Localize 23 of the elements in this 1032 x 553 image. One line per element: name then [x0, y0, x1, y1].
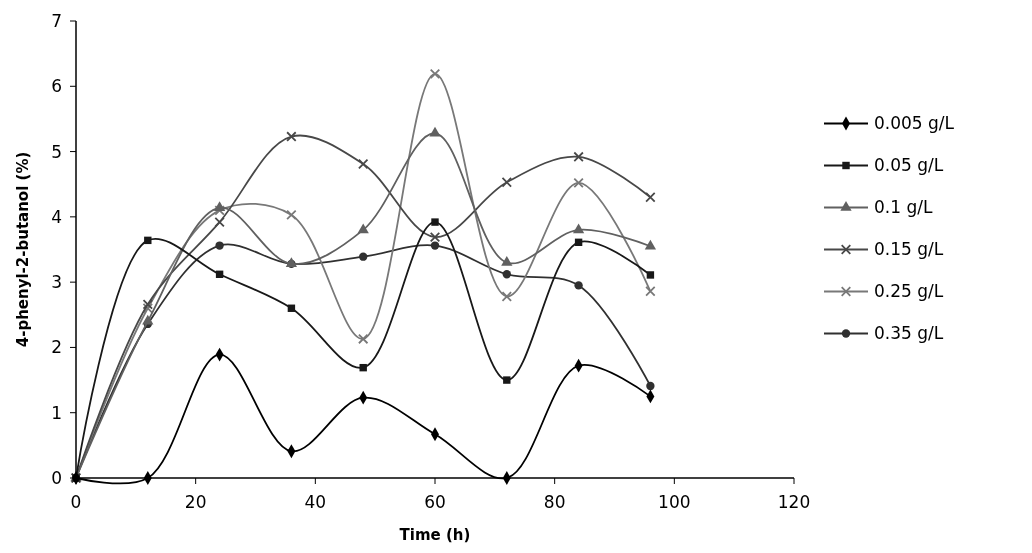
y-axis-title: 4-phenyl-2-butanol (%): [14, 151, 32, 348]
y-tick-label: 3: [51, 272, 62, 293]
x-tick-label: 40: [304, 492, 327, 512]
legend-label: 0.25 g/L: [874, 281, 944, 302]
legend-label: 0.15 g/L: [874, 239, 944, 260]
x-tick-label: 20: [184, 492, 207, 512]
x-axis-title: Time (h): [399, 526, 471, 544]
x-tick-label: 60: [424, 492, 446, 512]
legend-label: 0.1 g/L: [874, 197, 933, 218]
y-tick-label: 5: [51, 141, 62, 162]
x-tick-label: 100: [658, 492, 691, 512]
legend-label: 0.05 g/L: [874, 155, 944, 176]
x-tick-label: 80: [543, 492, 566, 512]
y-tick-label: 0: [51, 467, 62, 488]
legend-label: 0.005 g/L: [874, 113, 955, 134]
y-tick-label: 1: [51, 402, 62, 423]
y-tick-label: 6: [51, 76, 62, 97]
x-tick-label: 0: [70, 492, 82, 512]
y-tick-label: 2: [51, 337, 62, 358]
legend-label: 0.35 g/L: [874, 323, 944, 344]
y-tick-label: 7: [51, 10, 62, 31]
x-tick-label: 120: [777, 492, 811, 512]
y-tick-label: 4: [51, 206, 62, 227]
